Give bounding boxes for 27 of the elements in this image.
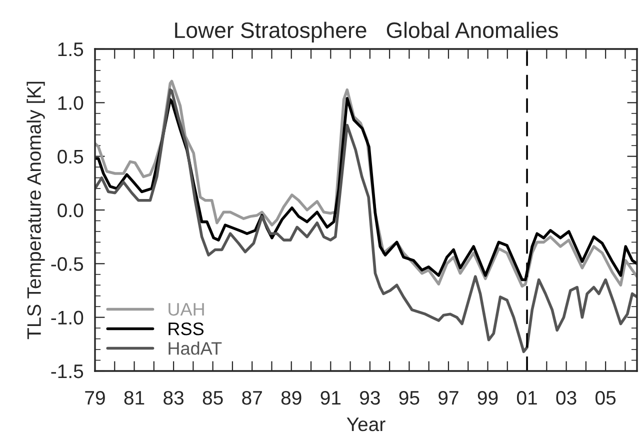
x-tick-label: 79 xyxy=(85,390,105,405)
x-tick-label: 89 xyxy=(281,390,302,405)
x-tick-label: 87 xyxy=(242,390,262,405)
x-tick-label: 97 xyxy=(438,390,458,405)
y-tick-label: 0.0 xyxy=(58,203,84,218)
legend-label: RSS xyxy=(168,322,204,336)
legend-label: HadAT xyxy=(168,342,222,355)
y-tick-label: -1.0 xyxy=(51,310,84,325)
x-tick-label: 05 xyxy=(596,390,616,405)
legend-label: UAH xyxy=(168,303,204,316)
x-tick-label: 95 xyxy=(399,390,420,405)
y-tick-label: -0.5 xyxy=(51,257,84,271)
y-tick-label: -1.5 xyxy=(51,364,84,378)
x-axis-title: Year xyxy=(346,418,386,432)
x-tick-label: 85 xyxy=(202,390,223,405)
y-tick-label: 1.5 xyxy=(58,42,84,56)
x-tick-label: 93 xyxy=(360,390,380,405)
y-tick-label: 1.0 xyxy=(58,96,84,110)
x-tick-label: 81 xyxy=(124,390,144,405)
x-tick-label: 03 xyxy=(556,390,576,405)
x-tick-label: 99 xyxy=(478,390,498,405)
x-tick-label: 91 xyxy=(320,390,341,405)
y-axis-title: TLS Temperature Anomaly [K] xyxy=(26,82,45,340)
y-tick-label: 0.5 xyxy=(58,150,84,164)
x-tick-label: 01 xyxy=(516,390,537,405)
x-tick-label: 83 xyxy=(164,390,184,405)
chart-title: Lower Stratosphere Global Anomalies xyxy=(175,22,558,42)
